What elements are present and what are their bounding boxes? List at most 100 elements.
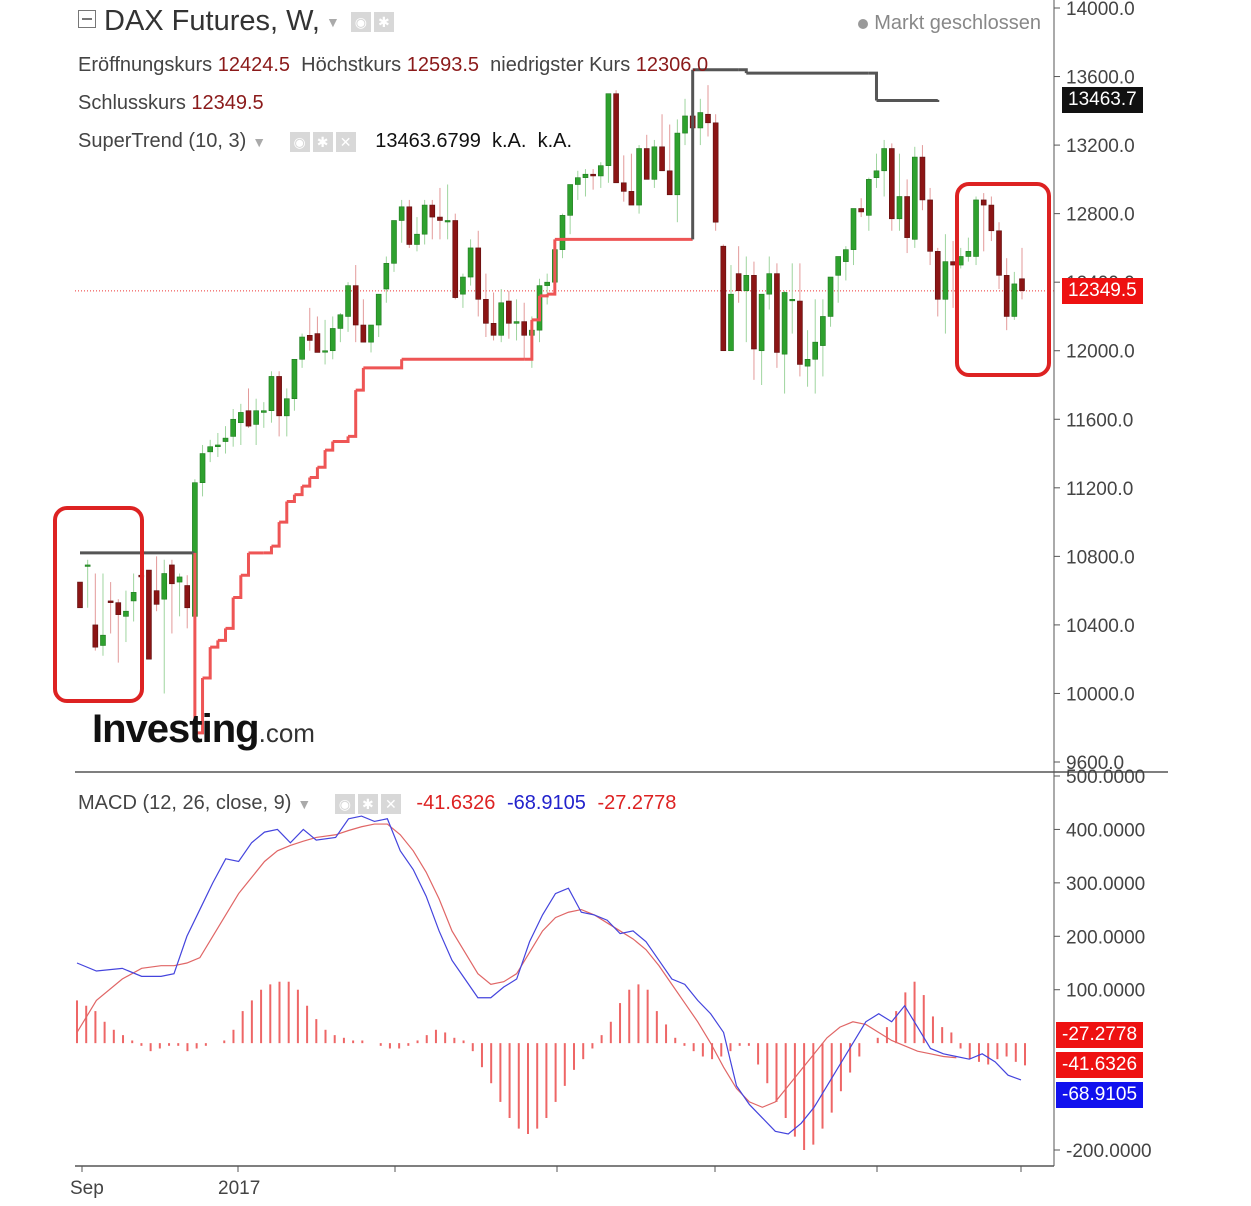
candle-body <box>728 293 734 352</box>
logo-suffix: .com <box>258 718 315 748</box>
candle-body <box>107 600 114 603</box>
chart-title: DAX Futures, W, <box>104 5 320 37</box>
candle-body <box>130 592 137 602</box>
candle-body <box>115 602 122 615</box>
candle-body <box>873 170 880 178</box>
price-tick-label: 10800.0 <box>1066 547 1135 568</box>
candles <box>77 85 1025 694</box>
eye-icon[interactable]: ◉ <box>334 793 355 814</box>
candle-body <box>620 182 627 192</box>
supertrend-legend: SuperTrend (10, 3) ▼ ◉ ✱ ✕ 13463.6799 k.A. … <box>78 130 572 153</box>
candle-body <box>314 333 321 353</box>
candle-body <box>161 573 168 600</box>
candle-body <box>988 204 995 232</box>
market-status: Markt geschlossen <box>858 12 1041 35</box>
macd-line-badge: -68.9105 <box>1056 1082 1144 1108</box>
open-value: 12424.5 <box>217 54 291 76</box>
highlight-box-left <box>53 506 144 703</box>
macd-signal-badge: -27.2778 <box>1056 1022 1144 1048</box>
supertrend-segment <box>317 450 327 469</box>
price-tick-label: 12800.0 <box>1066 205 1135 226</box>
chevron-down-icon[interactable]: ▼ <box>252 133 267 150</box>
candle-body <box>100 634 106 646</box>
supertrend-segment <box>868 71 878 101</box>
supertrend-segment <box>271 522 281 548</box>
candle-body <box>513 321 520 324</box>
gear-icon[interactable]: ✱ <box>357 793 378 814</box>
candle-body <box>636 148 642 206</box>
macd-hist-value: -41.6326 <box>416 792 496 814</box>
candle-body <box>238 412 244 424</box>
candle-body <box>337 314 344 329</box>
candle-body <box>483 299 489 324</box>
highlight-box-right <box>955 182 1051 377</box>
candle-body <box>84 564 91 567</box>
candle-body <box>697 112 704 129</box>
candle-body <box>666 170 673 196</box>
candle-body <box>827 276 834 317</box>
candle-body <box>743 275 750 292</box>
candle-body <box>682 115 688 134</box>
candle-body <box>965 251 972 257</box>
supertrend-segment <box>539 294 549 298</box>
candle-body <box>889 148 895 220</box>
candle-body <box>207 446 213 453</box>
candle-body <box>659 146 665 172</box>
eye-icon[interactable]: ◉ <box>289 131 310 152</box>
gear-icon[interactable]: ✱ <box>373 12 394 33</box>
macd-tick-label: -200.0000 <box>1066 1141 1152 1162</box>
candle-body <box>674 132 681 196</box>
chevron-down-icon[interactable]: ▼ <box>297 795 312 812</box>
macd-hist-badge: -41.6326 <box>1056 1052 1144 1078</box>
supertrend-segment <box>202 647 212 680</box>
candle-body <box>230 418 236 437</box>
chevron-down-icon[interactable]: ▼ <box>325 14 340 31</box>
candle-body <box>521 321 527 336</box>
candle-body <box>735 273 742 292</box>
collapse-icon[interactable] <box>78 10 96 29</box>
supertrend-segment <box>738 68 748 74</box>
candle-body <box>582 173 589 178</box>
close-icon[interactable]: ✕ <box>335 131 356 152</box>
supertrend-segment <box>233 575 243 599</box>
candle-body <box>643 148 650 180</box>
ohlc-row-2: Schlusskurs 12349.5 <box>78 92 264 115</box>
macd-signal-value: -27.2778 <box>597 792 677 814</box>
candle-body <box>490 323 497 336</box>
candle-body <box>980 199 987 206</box>
candle-body <box>712 122 719 223</box>
candle-body <box>329 328 336 352</box>
candle-body <box>559 215 566 250</box>
candle-body <box>858 208 864 213</box>
candle-body <box>383 263 390 290</box>
low-value: 12306.0 <box>635 54 709 76</box>
supertrend-segment <box>309 467 319 480</box>
candle-body <box>429 204 436 218</box>
gear-icon[interactable]: ✱ <box>312 131 333 152</box>
candle-body <box>352 285 359 326</box>
candle-body <box>789 299 796 302</box>
candle-body <box>973 199 979 257</box>
candle-body <box>291 358 298 400</box>
time-tick-label: 2017 <box>218 1178 260 1199</box>
close-icon[interactable]: ✕ <box>380 793 401 814</box>
candle-body <box>414 233 420 245</box>
candle-body <box>253 410 259 425</box>
candle-body <box>881 148 887 172</box>
macd-panel <box>76 815 1026 1150</box>
candle-body <box>146 569 152 660</box>
supertrend-segment <box>325 441 335 452</box>
candle-body <box>452 220 459 298</box>
candle-body <box>812 341 819 360</box>
high-value: 12593.5 <box>406 54 480 76</box>
eye-icon[interactable]: ◉ <box>350 12 371 33</box>
candle-body <box>299 336 305 360</box>
supertrend-segment <box>240 552 250 577</box>
macd-legend: MACD (12, 26, close, 9) ▼ ◉ ✱ ✕ -41.6326 -6… <box>78 792 676 815</box>
candle-body <box>919 156 926 201</box>
candle-body <box>843 249 849 262</box>
price-tick-label: 12000.0 <box>1066 342 1135 363</box>
price-tick-label: 13600.0 <box>1066 68 1135 89</box>
price-tick-label: 10400.0 <box>1066 616 1135 637</box>
candle-body <box>77 581 83 609</box>
